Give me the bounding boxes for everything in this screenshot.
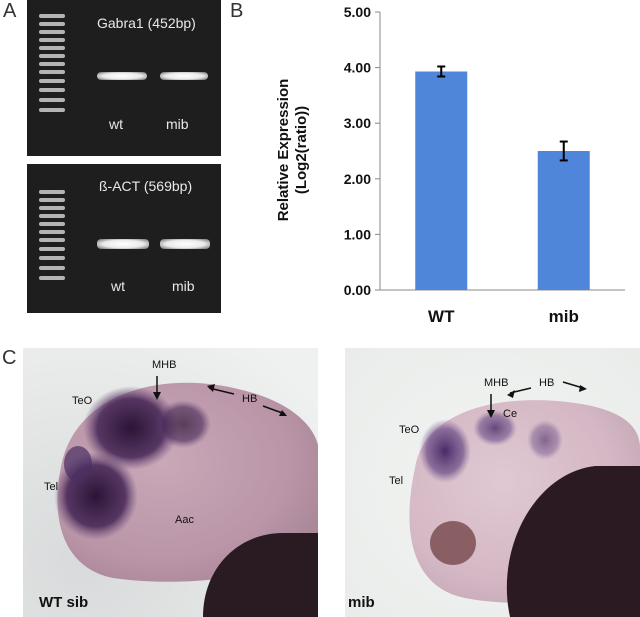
bar-mib bbox=[537, 151, 590, 290]
ladder-band bbox=[39, 256, 65, 260]
gel-label: Gabra1 (452bp) bbox=[97, 15, 196, 31]
y-tick-label: 4.00 bbox=[344, 60, 371, 76]
ladder-band bbox=[39, 54, 65, 58]
ladder-band bbox=[39, 238, 65, 242]
gel-band-mib bbox=[160, 72, 208, 80]
lane-label-wt: wt bbox=[111, 278, 125, 294]
embryo-wt-image bbox=[23, 348, 318, 617]
y-tick-label: 1.00 bbox=[344, 226, 371, 242]
y-tick-label: 0.00 bbox=[344, 282, 371, 298]
label-teo: TeO bbox=[399, 424, 420, 436]
bar-wt bbox=[415, 71, 468, 290]
label-teo: TeO bbox=[72, 395, 93, 407]
gel-beta-actin: ß-ACT (569bp) wt mib bbox=[27, 164, 221, 313]
ladder-band bbox=[39, 214, 65, 218]
x-tick-label-wt: WT bbox=[428, 307, 455, 326]
ladder-band bbox=[39, 70, 65, 74]
ladder-band bbox=[39, 276, 65, 280]
label-mhb: MHB bbox=[152, 359, 177, 371]
ladder-band bbox=[39, 206, 65, 210]
gel-gabra1: Gabra1 (452bp) wt mib bbox=[27, 0, 221, 156]
ladder-band bbox=[39, 62, 65, 66]
ladder-band bbox=[39, 22, 65, 26]
label-mhb: MHB bbox=[484, 377, 509, 389]
y-tick-label: 5.00 bbox=[344, 4, 371, 20]
ladder-band bbox=[39, 79, 65, 83]
ladder-band bbox=[39, 46, 65, 50]
gel-band-wt bbox=[97, 239, 149, 249]
ladder-band bbox=[39, 230, 65, 234]
y-tick-label: 3.00 bbox=[344, 115, 371, 131]
label-tel: Tel bbox=[389, 475, 404, 487]
label-aac: Aac bbox=[175, 514, 194, 526]
gel-band-mib bbox=[160, 239, 210, 249]
label-tel: Tel bbox=[44, 481, 59, 493]
lane-label-wt: wt bbox=[109, 116, 123, 132]
panel-letter-c: C bbox=[2, 347, 17, 369]
photo-title-mib: mib bbox=[348, 594, 375, 611]
ladder-band bbox=[39, 222, 65, 226]
label-ce: Ce bbox=[503, 408, 518, 420]
ladder-band bbox=[39, 14, 65, 18]
lane-label-mib: mib bbox=[172, 278, 195, 294]
ladder-band bbox=[39, 98, 65, 102]
embryo-photo-mib: MHB HB Ce TeO Tel mib bbox=[345, 348, 640, 617]
gel-label: ß-ACT (569bp) bbox=[99, 178, 193, 194]
panel-letter-b: B bbox=[230, 0, 244, 22]
panel-letter-a: A bbox=[3, 0, 17, 22]
x-tick-label-mib: mib bbox=[549, 307, 579, 326]
y-axis-title-line1: Relative Expression bbox=[275, 79, 292, 222]
ladder-band bbox=[39, 30, 65, 34]
y-tick-label: 2.00 bbox=[344, 171, 371, 187]
label-hb: HB bbox=[539, 377, 555, 389]
ladder-band bbox=[39, 266, 65, 270]
ladder-band bbox=[39, 190, 65, 194]
ladder-band bbox=[39, 108, 65, 112]
embryo-photo-wt: MHB HB TeO Tel Aac WT sib bbox=[23, 348, 318, 617]
bar-chart: Relative Expression (Log2(ratio)) 0.00 1.… bbox=[275, 4, 625, 326]
ladder-band bbox=[39, 38, 65, 42]
lane-label-mib: mib bbox=[166, 116, 189, 132]
y-axis-title-line2: (Log2(ratio)) bbox=[293, 106, 310, 194]
photo-title-wt: WT sib bbox=[39, 594, 89, 611]
gel-band-wt bbox=[97, 72, 147, 80]
label-hb: HB bbox=[242, 393, 258, 405]
ladder-band bbox=[39, 198, 65, 202]
ladder-band bbox=[39, 88, 65, 92]
ladder-band bbox=[39, 247, 65, 251]
embryo-mib-image bbox=[345, 348, 640, 617]
